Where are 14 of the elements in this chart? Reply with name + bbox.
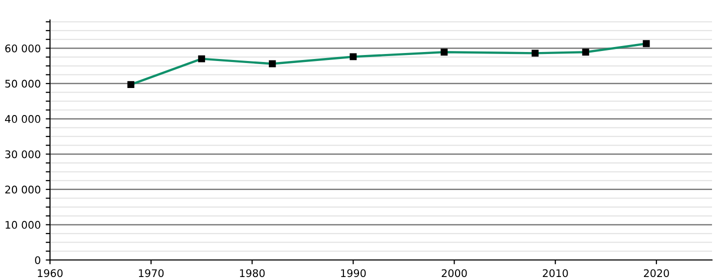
y-tick-label: 20 000 — [5, 186, 40, 194]
x-tick-label: 1980 — [240, 269, 265, 278]
y-tick-label: 30 000 — [5, 150, 40, 158]
y-tick-label: 60 000 — [5, 44, 40, 52]
y-tick-label: 0 — [35, 256, 40, 264]
x-tick-label: 2020 — [644, 269, 669, 278]
x-tick-label: 2000 — [442, 269, 467, 278]
x-tick-label: 2010 — [542, 269, 568, 278]
y-tick-label: 50 000 — [5, 80, 40, 88]
x-tick-label: 1970 — [138, 269, 164, 278]
x-tick-label: 1990 — [341, 269, 366, 278]
y-tick-label: 40 000 — [5, 115, 40, 123]
y-tick-label: 10 000 — [6, 220, 40, 229]
x-tick-label: 1960 — [38, 269, 63, 278]
